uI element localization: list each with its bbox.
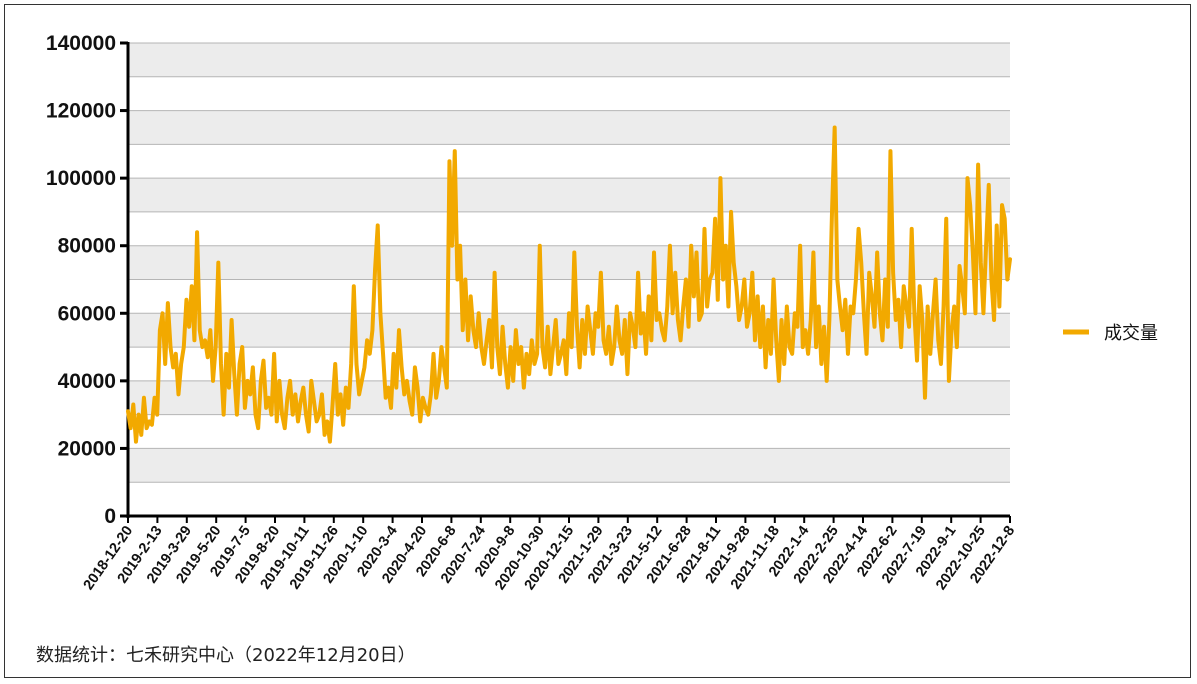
source-note: 数据统计：七禾研究中心（2022年12月20日） xyxy=(36,645,416,666)
legend: 成交量 xyxy=(1063,323,1158,344)
x-axis-ticks: 2018-12-202019-2-132019-3-292019-5-20201… xyxy=(81,516,1018,593)
grid-band xyxy=(128,110,1010,145)
y-tick-label: 120000 xyxy=(46,100,116,123)
grid-band xyxy=(128,448,1010,483)
grid-band xyxy=(128,144,1010,179)
y-tick-label: 140000 xyxy=(46,32,116,55)
grid-band xyxy=(128,482,1010,516)
legend-label: 成交量 xyxy=(1104,323,1158,344)
y-tick-label: 40000 xyxy=(58,370,116,393)
y-tick-label: 60000 xyxy=(58,302,116,325)
y-tick-label: 100000 xyxy=(46,167,116,190)
y-tick-label: 20000 xyxy=(58,437,116,460)
grid-band xyxy=(128,178,1010,212)
y-axis-ticks: 0 20000 40000 60000 80000 100000 120000 140000 xyxy=(46,32,128,528)
y-tick-label: 80000 xyxy=(58,235,116,258)
grid-band xyxy=(128,43,1010,77)
series-layer xyxy=(126,125,1012,444)
series-line xyxy=(126,125,1012,444)
grid-band xyxy=(128,211,1010,246)
grid-band xyxy=(128,76,1010,111)
y-tick-label: 0 xyxy=(104,505,116,528)
